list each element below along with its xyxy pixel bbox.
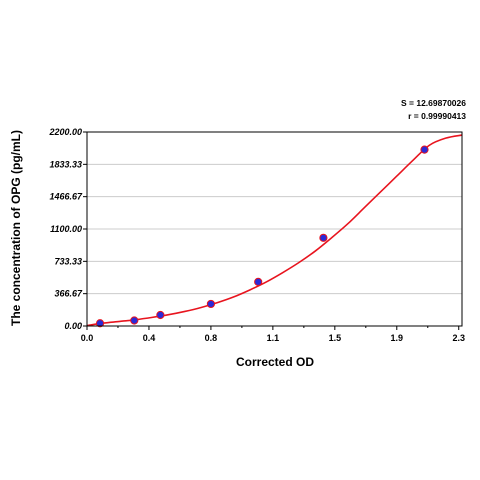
y-tick-label: 2200.00 <box>48 127 82 137</box>
x-tick-label: 1.5 <box>329 333 342 343</box>
data-point <box>206 299 216 309</box>
y-tick-label: 1100.00 <box>50 224 82 234</box>
x-tick-label: 0.8 <box>205 333 218 343</box>
x-tick-label: 0.4 <box>143 333 156 343</box>
data-point <box>156 310 165 320</box>
stat-s-value: S = 12.69870026 <box>401 98 466 108</box>
grid-lines <box>87 163 462 295</box>
y-tick-label: 733.33 <box>54 256 82 266</box>
data-point <box>95 319 105 328</box>
y-tick-label: 1833.33 <box>49 159 82 169</box>
fit-curve-layer <box>86 134 463 327</box>
data-points <box>95 145 429 328</box>
x-tick-label: 0.0 <box>81 333 94 343</box>
data-point <box>254 277 263 287</box>
axis-ticks: 0.00 366.67 733.33 1100.00 1466.67 1833.33 220… <box>48 127 465 343</box>
fit-curve-line <box>86 134 463 327</box>
y-tick-label: 0.00 <box>64 321 82 331</box>
stat-r-value: r = 0.99990413 <box>408 111 466 121</box>
plot-area-frame <box>86 131 463 327</box>
x-tick-label: 2.3 <box>452 333 465 343</box>
data-point <box>319 233 328 242</box>
y-tick-label: 1466.67 <box>49 192 83 202</box>
x-tick-label: 1.9 <box>391 333 404 343</box>
y-tick-label: 366.67 <box>54 289 83 299</box>
data-point <box>130 316 139 325</box>
y-axis-label: The concentration of OPG (pg/mL) <box>9 130 23 326</box>
x-tick-label: 1.1 <box>267 333 280 343</box>
data-point <box>420 145 429 154</box>
x-axis-label: Corrected OD <box>236 355 314 369</box>
